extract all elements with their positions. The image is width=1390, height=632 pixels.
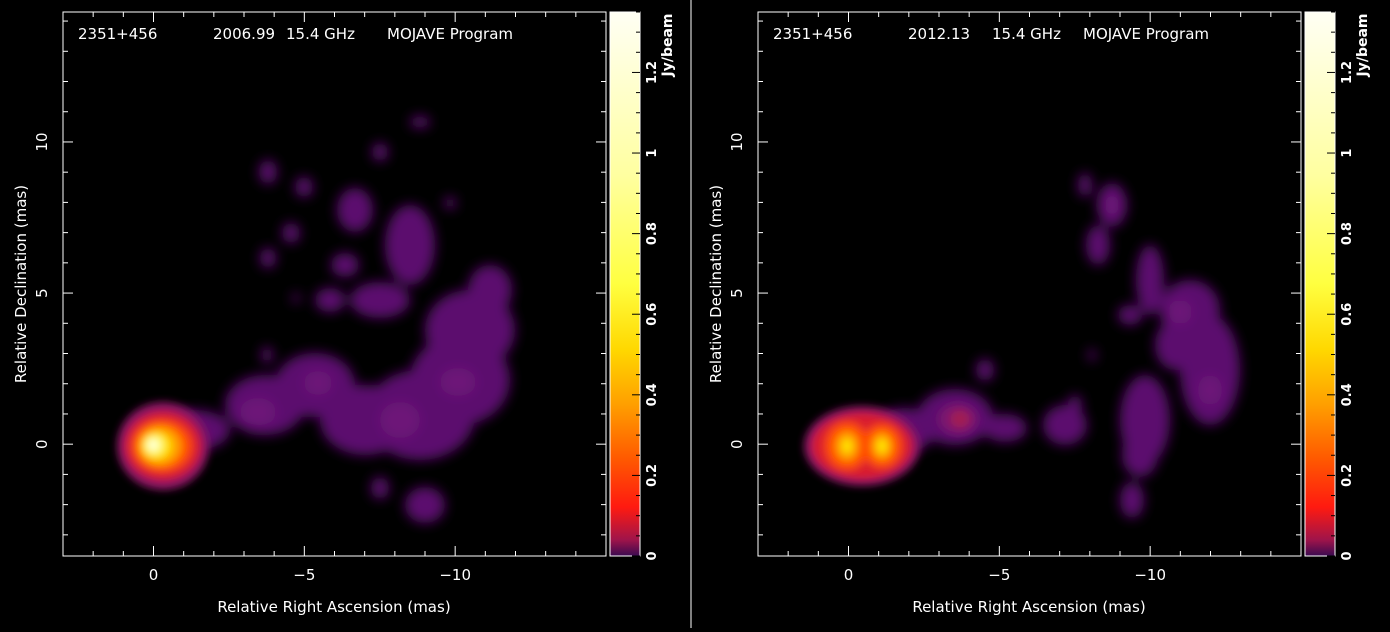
y-tick-label: 5 [728, 288, 746, 298]
x-axis-label-left: Relative Right Ascension (mas) [217, 598, 450, 616]
x-tick-label: −10 [1134, 566, 1166, 584]
y-tick-label: 0 [728, 439, 746, 449]
colorbar-tick-label: 0.8 [1340, 222, 1355, 245]
colorbar-tick-label: 0.4 [1340, 383, 1355, 406]
colorbar-tick-label: 1 [1340, 149, 1355, 158]
colorbar-tick-label: 0.2 [645, 464, 660, 487]
y-axis-label-left: Relative Declination (mas) [12, 185, 30, 383]
colorbar-tick-label: 1.2 [1340, 61, 1355, 84]
header-frequency-right: 15.4 GHz [992, 25, 1061, 43]
jet-image-right [804, 173, 1240, 518]
y-tick-label: 5 [33, 288, 51, 298]
header-epoch-right: 2012.13 [908, 25, 970, 43]
x-tick-label: 0 [844, 566, 854, 584]
header-program-left: MOJAVE Program [387, 25, 513, 43]
colorbar-tick-label: 0.6 [645, 303, 660, 326]
x-tick-label: 0 [149, 566, 159, 584]
colorbar-right: 0 0.2 0.4 0.6 0.8 1 1.2 Jy/beam [1304, 11, 1371, 561]
colorbar-gradient-left [610, 12, 640, 556]
colorbar-tick-label: 0.4 [645, 383, 660, 406]
colorbar-left: 0 0.2 0.4 0.6 0.8 1 1.2 Jy/beam [609, 11, 676, 561]
x-axis-label-right: Relative Right Ascension (mas) [912, 598, 1145, 616]
colorbar-label-left: Jy/beam [660, 14, 676, 78]
plot-header-left: 2351+456 2006.99 15.4 GHz MOJAVE Program [78, 25, 513, 43]
colorbar-gradient-right [1305, 12, 1335, 556]
y-tick-label: 10 [728, 132, 746, 151]
y-axis-label-right: Relative Declination (mas) [707, 185, 725, 383]
colorbar-label-right: Jy/beam [1355, 14, 1371, 78]
header-program-right: MOJAVE Program [1083, 25, 1209, 43]
colorbar-tick-label: 0 [1340, 551, 1355, 560]
jet-image-left [117, 116, 515, 523]
colorbar-tick-label: 1.2 [645, 61, 660, 84]
axes-left: 0 −5 −10 0 5 10 [33, 12, 607, 584]
colorbar-tick-label: 0.2 [1340, 464, 1355, 487]
header-source-left: 2351+456 [78, 25, 157, 43]
y-tick-label: 10 [33, 132, 51, 151]
colorbar-tick-label: 0 [645, 551, 660, 560]
header-epoch-left: 2006.99 [213, 25, 275, 43]
plot-header-right: 2351+456 2012.13 15.4 GHz MOJAVE Program [773, 25, 1209, 43]
colorbar-tick-label: 0.8 [645, 222, 660, 245]
x-tick-label: −5 [293, 566, 315, 584]
colorbar-tick-label: 1 [645, 149, 660, 158]
axes-right: 0 −5 −10 0 5 10 [728, 12, 1302, 584]
header-source-right: 2351+456 [773, 25, 852, 43]
header-frequency-left: 15.4 GHz [286, 25, 355, 43]
colorbar-tick-label: 0.6 [1340, 303, 1355, 326]
x-tick-label: −10 [439, 566, 471, 584]
x-tick-label: −5 [988, 566, 1010, 584]
y-tick-label: 0 [33, 439, 51, 449]
